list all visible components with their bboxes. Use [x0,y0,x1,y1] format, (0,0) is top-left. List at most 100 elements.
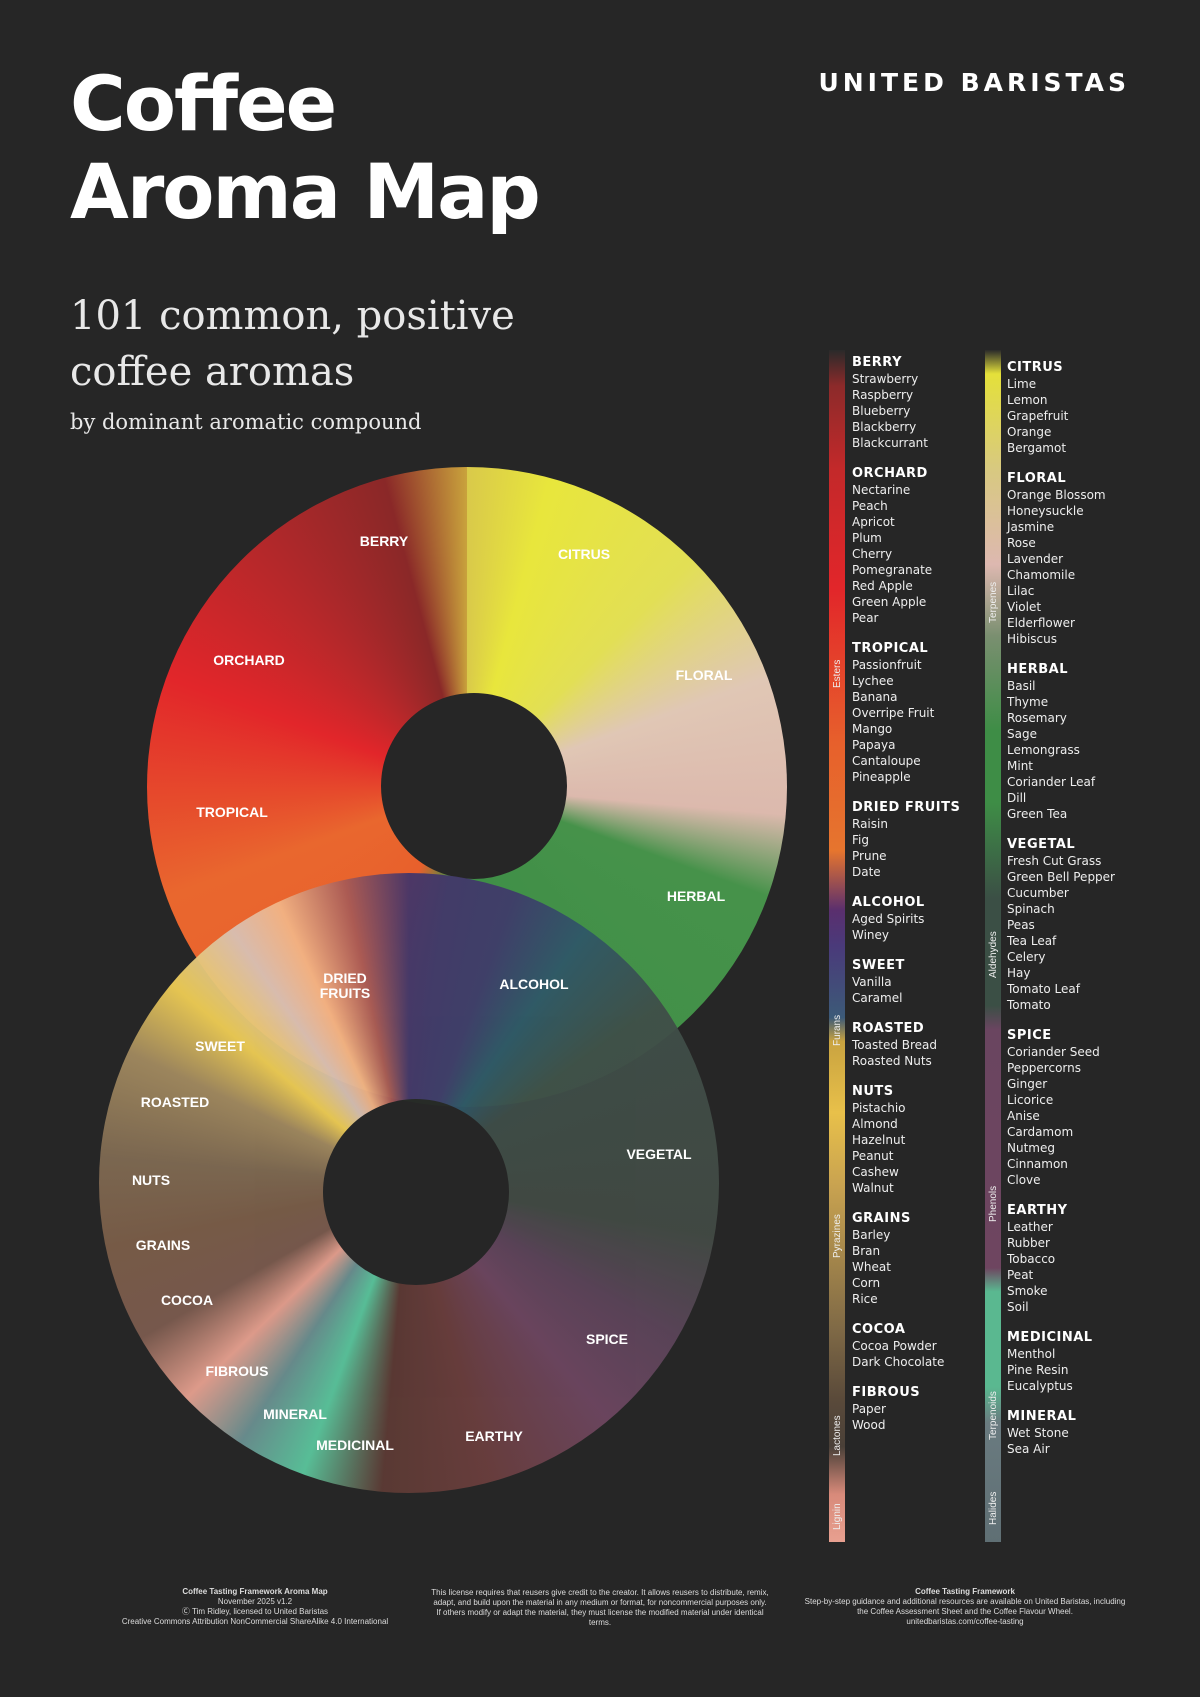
aroma-group: DRIED FRUITS Raisin Fig Prune Date [852,800,1002,880]
wheel-hole [381,693,567,879]
aroma-item: Cashew [852,1165,899,1179]
aroma-item: Pomegranate [852,563,933,577]
aroma-item: Roasted Nuts [852,1054,932,1068]
wheel-label-nuts: NUTS [131,1172,171,1188]
aroma-item: Grapefruit [1007,409,1069,423]
aroma-item: Cardamom [1007,1125,1074,1139]
aroma-group-title: GRAINS [852,1211,911,1226]
aroma-item: Rosemary [1007,711,1067,725]
aroma-item: Honeysuckle [1007,504,1084,518]
aroma-group-title: NUTS [852,1084,894,1099]
aroma-item: Hibiscus [1007,632,1058,646]
aroma-group-title: EARTHY [1007,1203,1068,1218]
aroma-item: Almond [852,1117,898,1131]
aroma-item: Sage [1007,727,1037,741]
aroma-item: Orange [1007,425,1052,439]
aroma-item: Bergamot [1007,441,1067,455]
aroma-item: Blackberry [852,420,917,434]
aroma-item: Blackcurrant [852,436,928,450]
aroma-item: Blueberry [852,404,911,418]
aroma-item: Tomato [1007,998,1051,1012]
wheel-label-fibrous: FIBROUS [205,1363,269,1379]
aroma-item: Ginger [1007,1077,1048,1091]
wheel-label-tropical: TROPICAL [196,804,268,820]
wheel-label-herbal: HERBAL [666,888,726,904]
aroma-group-title: MEDICINAL [1007,1330,1093,1345]
aroma-item: Corn [852,1276,881,1290]
aroma-item: Orange Blossom [1007,488,1106,502]
aroma-group: EARTHY Leather Rubber Tobacco Peat Smoke Soil [1007,1203,1157,1315]
aroma-group: ALCOHOL Aged Spirits Winey [852,895,1002,943]
aroma-item: Cocoa Powder [852,1339,937,1353]
aroma-group: HERBAL Basil Thyme Rosemary Sage Lemongrass Mi… [1007,662,1157,822]
aroma-item: Red Apple [852,579,913,593]
wheel-label-grains: GRAINS [135,1237,191,1253]
aroma-item: Lavender [1007,552,1064,566]
aroma-list-left: BERRY Strawberry Raspberry Blueberry Blackbe… [852,355,1002,1448]
aroma-group-title: ORCHARD [852,466,928,481]
page-title: Coffee Aroma Map [70,59,541,236]
compound-lactones: Lactones [832,1415,843,1456]
aroma-item: Vanilla [852,975,892,989]
aroma-item: Banana [852,690,898,704]
wheel-label-floral: FLORAL [675,667,733,683]
wheel-label-alcohol: ALCOHOL [499,976,569,992]
aroma-group: MEDICINAL Menthol Pine Resin Eucalyptus [1007,1330,1157,1394]
aroma-group-title: ROASTED [852,1021,925,1036]
aroma-item: Violet [1007,600,1042,614]
wheel-label-medicinal: MEDICINAL [316,1437,394,1453]
compound-furans: Furans [832,1014,843,1046]
aroma-item: Dark Chocolate [852,1355,945,1369]
aroma-item: Tomato Leaf [1007,982,1080,996]
aroma-group-title: BERRY [852,355,903,370]
wheel-label-sweet: SWEET [195,1038,245,1054]
aroma-item: Thyme [1007,695,1049,709]
aroma-group-title: HERBAL [1007,662,1069,677]
aroma-item: Wet Stone [1007,1426,1069,1440]
aroma-group-title: TROPICAL [852,641,929,656]
aroma-item: Cantaloupe [852,754,921,768]
aroma-group-title: COCOA [852,1322,906,1337]
aroma-group-title: FLORAL [1007,471,1067,486]
aroma-item: Lychee [852,674,894,688]
aroma-group: NUTS Pistachio Almond Hazelnut Peanut Cashew W… [852,1084,1002,1196]
aroma-item: Licorice [1007,1093,1054,1107]
aroma-item: Coriander Seed [1007,1045,1100,1059]
wheel-label-spice: SPICE [585,1331,629,1347]
aroma-item: Aged Spirits [852,912,925,926]
aroma-item: Barley [852,1228,891,1242]
aroma-item: Overripe Fruit [852,706,935,720]
aroma-group: SWEET Vanilla Caramel [852,958,1002,1006]
subtitle: 101 common, positive coffee aromas [70,293,515,395]
aroma-item: Winey [852,928,890,942]
aroma-item: Toasted Bread [852,1038,938,1052]
aroma-item: Menthol [1007,1347,1056,1361]
aroma-item: Apricot [852,515,895,529]
aroma-item: Raisin [852,817,888,831]
aroma-wheel-bottom [99,873,719,1493]
aroma-group: TROPICAL Passionfruit Lychee Banana Overripe… [852,641,1002,785]
wheel-label-vegetal: VEGETAL [626,1146,692,1162]
aroma-group: GRAINS Barley Bran Wheat Corn Rice [852,1211,1002,1307]
aroma-item: Green Apple [852,595,927,609]
aroma-item: Lime [1007,377,1037,391]
aroma-group-title: CITRUS [1007,360,1064,375]
aroma-group: VEGETAL Fresh Cut Grass Green Bell Pepper C… [1007,837,1157,1013]
aroma-item: Green Tea [1007,807,1068,821]
aroma-group: SPICE Coriander Seed Peppercorns Ginger Lico… [1007,1028,1157,1188]
aroma-item: Plum [852,531,882,545]
wheel-label-cocoa: COCOA [160,1292,214,1308]
wheel-label-roasted: ROASTED [140,1094,210,1110]
aroma-item: Pear [852,611,879,625]
aroma-item: Caramel [852,991,903,1005]
aroma-item: Elderflower [1007,616,1075,630]
compound-halides: Halides [988,1491,999,1525]
aroma-item: Hazelnut [852,1133,906,1147]
wheel-label-mineral: MINERAL [263,1406,327,1422]
brand-logo: UNITED BARISTAS [818,68,1130,97]
aroma-item: Strawberry [852,372,919,386]
subtitle-caption: by dominant aromatic compound [70,410,422,434]
compound-esters: Esters [832,659,843,688]
aroma-item: Eucalyptus [1007,1379,1073,1393]
aroma-item: Wheat [852,1260,891,1274]
